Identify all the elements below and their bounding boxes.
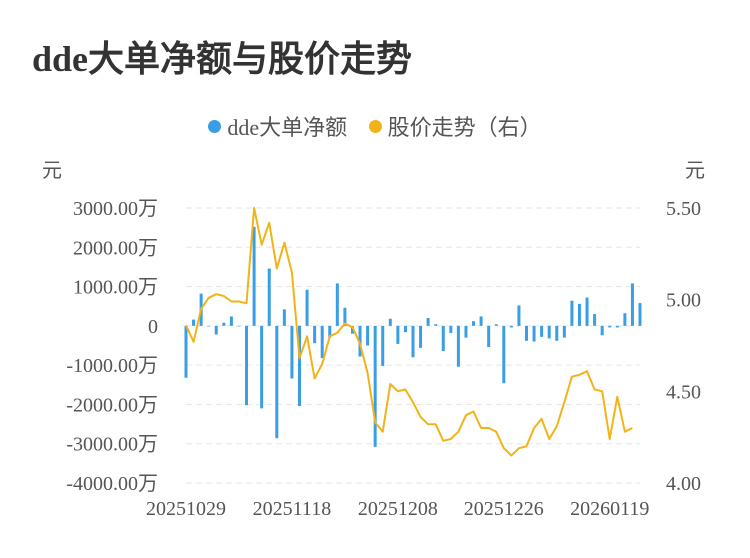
left-tick-label: -4000.00万 — [66, 473, 158, 495]
left-tick-label: 0 — [148, 316, 158, 338]
bar[interactable] — [320, 325, 324, 359]
bar[interactable] — [419, 325, 423, 348]
bar[interactable] — [562, 325, 566, 338]
bar[interactable] — [540, 325, 544, 337]
bar[interactable] — [494, 324, 498, 326]
x-tick-label: 20251208 — [358, 498, 438, 520]
bar[interactable] — [396, 325, 400, 344]
bar[interactable] — [275, 325, 279, 439]
bar[interactable] — [298, 325, 301, 406]
bar[interactable] — [366, 325, 370, 346]
bar[interactable] — [237, 325, 241, 327]
bar[interactable] — [456, 325, 460, 367]
bar[interactable] — [525, 325, 528, 341]
bar[interactable] — [487, 325, 491, 348]
bar[interactable] — [305, 289, 309, 326]
bar[interactable] — [577, 303, 581, 326]
bar[interactable] — [623, 313, 627, 326]
bar[interactable] — [570, 300, 574, 326]
price-line[interactable] — [185, 207, 633, 457]
right-tick-label: 4.00 — [666, 473, 701, 495]
bar[interactable] — [328, 325, 332, 338]
bar[interactable] — [192, 319, 196, 326]
left-tick-label: -3000.00万 — [66, 434, 158, 456]
bar[interactable] — [381, 325, 385, 366]
bar[interactable] — [509, 325, 513, 328]
bar[interactable] — [426, 318, 430, 326]
bar[interactable] — [222, 322, 226, 326]
left-tick-label: 3000.00万 — [73, 198, 158, 220]
bar[interactable] — [282, 309, 286, 326]
bar[interactable] — [313, 325, 317, 344]
x-tick-label: 20251118 — [253, 498, 332, 520]
bar[interactable] — [245, 325, 249, 406]
bar[interactable] — [290, 325, 294, 379]
legend-dot-dde — [208, 119, 222, 133]
left-tick-label: 2000.00万 — [73, 237, 158, 259]
bar[interactable] — [373, 325, 377, 447]
bar[interactable] — [252, 226, 256, 326]
bar[interactable] — [388, 318, 392, 326]
legend: dde大单净额 股价走势（右） — [0, 110, 750, 142]
bar[interactable] — [608, 325, 612, 328]
x-tick-label: 20251029 — [146, 498, 226, 520]
legend-label-price: 股价走势（右） — [387, 115, 542, 140]
axes: 元 元 3000.00万 2000.00万 1000.00万 0 -1000.00万 -2… — [42, 160, 705, 520]
bar[interactable] — [335, 283, 339, 326]
left-tick-label: -1000.00万 — [66, 355, 158, 377]
bar[interactable] — [464, 325, 468, 338]
left-unit-label: 元 — [42, 160, 62, 182]
right-tick-label: 5.00 — [666, 290, 701, 312]
legend-label-dde: dde大单净额 — [227, 115, 348, 140]
bar[interactable] — [555, 325, 559, 341]
bar[interactable] — [260, 325, 264, 409]
x-tick-label: 20251226 — [464, 498, 544, 520]
bar[interactable] — [585, 297, 589, 326]
left-tick-label: 1000.00万 — [73, 277, 158, 299]
x-tick-label: 20260119 — [570, 498, 649, 520]
chart-title: dde大单净额与股价走势 — [32, 39, 413, 79]
bar[interactable] — [479, 316, 483, 326]
bar[interactable] — [630, 283, 634, 326]
bar[interactable] — [411, 325, 415, 358]
bar[interactable] — [532, 325, 536, 342]
right-tick-label: 4.50 — [666, 381, 701, 403]
bar[interactable] — [343, 307, 347, 326]
bar[interactable] — [472, 321, 476, 326]
right-tick-label: 5.50 — [666, 198, 701, 220]
left-tick-label: -2000.00万 — [66, 394, 158, 416]
bar[interactable] — [615, 325, 619, 328]
bar[interactable] — [593, 314, 597, 326]
bar-series — [184, 226, 642, 447]
legend-item-dde[interactable]: dde大单净额 — [208, 110, 347, 142]
bar[interactable] — [214, 325, 218, 335]
bar[interactable] — [502, 325, 506, 384]
bar[interactable] — [449, 325, 453, 333]
line-series — [185, 207, 633, 457]
bar[interactable] — [434, 324, 438, 326]
bar[interactable] — [547, 325, 551, 339]
bar[interactable] — [600, 325, 604, 336]
bar[interactable] — [229, 316, 233, 326]
bar[interactable] — [207, 325, 211, 327]
bar[interactable] — [638, 303, 642, 326]
bar[interactable] — [517, 305, 521, 326]
bar[interactable] — [403, 325, 407, 333]
bar[interactable] — [184, 325, 188, 378]
legend-dot-price — [368, 119, 382, 133]
bar[interactable] — [350, 325, 354, 334]
bar[interactable] — [441, 325, 445, 351]
bar[interactable] — [358, 325, 362, 357]
bar[interactable] — [267, 268, 271, 326]
legend-item-price[interactable]: 股价走势（右） — [368, 110, 542, 142]
right-unit-label: 元 — [685, 160, 705, 182]
